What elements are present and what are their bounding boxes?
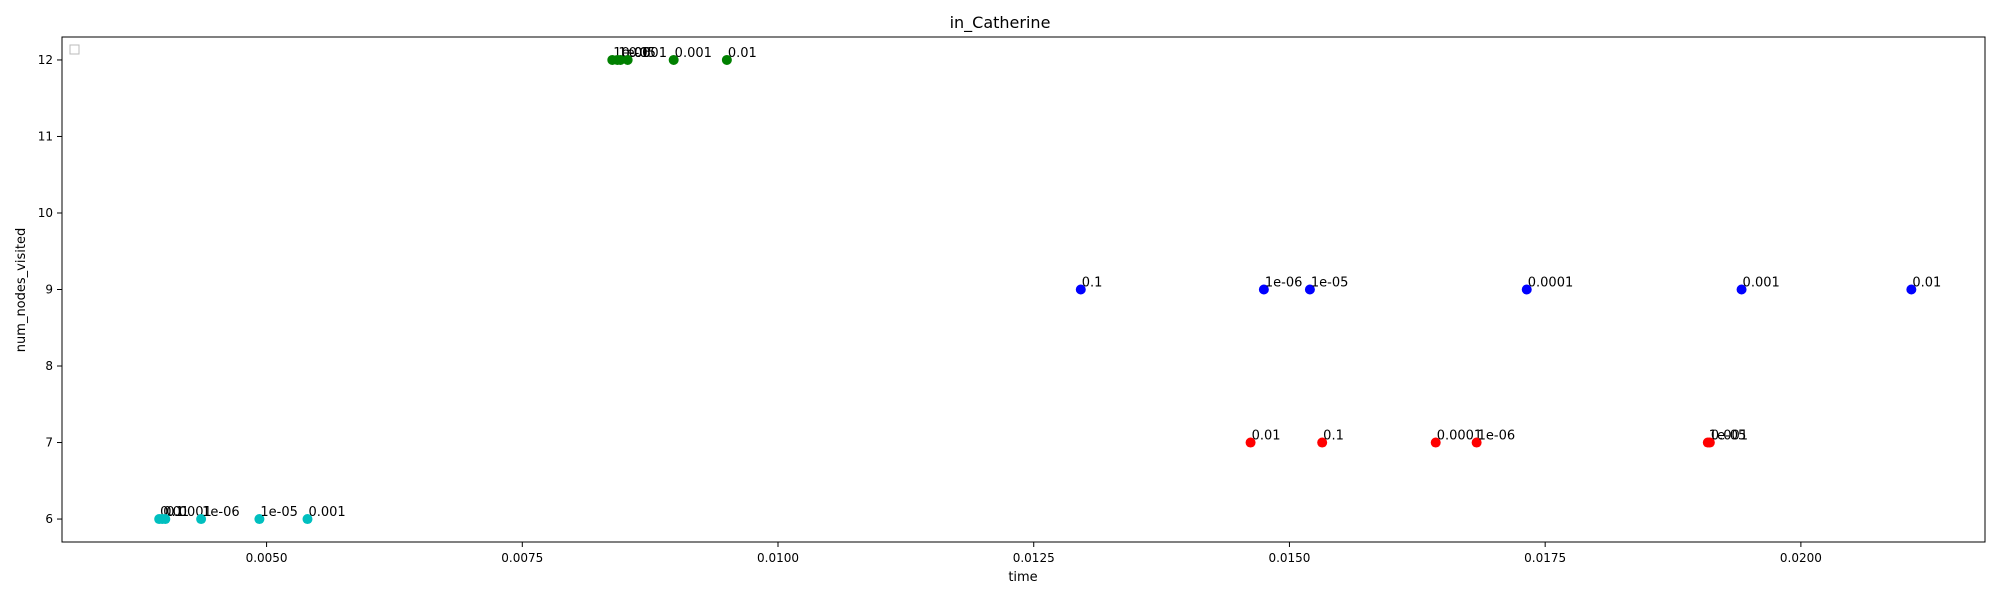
chart-title: in_Catherine — [950, 13, 1051, 33]
data-point — [1245, 437, 1256, 448]
data-point-label: 1e-06 — [202, 505, 240, 520]
y-tick-label: 9 — [45, 283, 53, 297]
x-tick-label: 0.0175 — [1524, 551, 1566, 565]
y-tick-label: 10 — [38, 206, 53, 220]
data-point-label: 0.01 — [728, 46, 757, 61]
data-point-label: 0.001 — [308, 505, 345, 520]
data-point — [1258, 284, 1269, 295]
data-point — [1430, 437, 1441, 448]
y-tick-label: 11 — [38, 129, 53, 143]
data-point — [668, 54, 679, 65]
x-tick-label: 0.0075 — [501, 551, 543, 565]
data-point — [1075, 284, 1086, 295]
data-point — [622, 54, 633, 65]
y-tick-label: 7 — [45, 436, 53, 450]
y-axis-label: num_nodes_visited — [14, 228, 29, 352]
data-point — [254, 514, 265, 525]
data-point — [1317, 437, 1328, 448]
x-tick-label: 0.0150 — [1268, 551, 1310, 565]
data-point-label: 0.0001 — [1437, 429, 1483, 444]
data-point — [1906, 284, 1917, 295]
data-point — [196, 514, 207, 525]
x-axis-label: time — [1008, 570, 1037, 585]
x-tick-label: 0.0100 — [757, 551, 799, 565]
y-tick-label: 8 — [45, 359, 53, 373]
data-point — [615, 54, 626, 65]
data-point — [1471, 437, 1482, 448]
y-axis-ticks: 6 7 8 9 10 11 12 — [38, 53, 62, 526]
data-point-label: 1e-05 — [1709, 429, 1747, 444]
y-tick-label: 12 — [38, 53, 53, 67]
data-point — [1521, 284, 1532, 295]
plot-frame — [61, 36, 1986, 543]
x-tick-label: 0.0125 — [1013, 551, 1055, 565]
data-point — [160, 514, 171, 525]
y-tick-label: 6 — [45, 512, 53, 526]
data-point — [721, 54, 732, 65]
data-point-label: 0.0001 — [1528, 276, 1574, 291]
data-point-label: 1e-06 — [1478, 429, 1516, 444]
data-point — [302, 514, 313, 525]
data-point-label: 0.1 — [1082, 276, 1103, 291]
data-point-label: 1e-05 — [260, 505, 298, 520]
data-point-label: 0.01 — [1912, 276, 1941, 291]
data-point — [1304, 284, 1315, 295]
data-point-label: 0.01 — [1252, 429, 1281, 444]
data-point-label: 0.1 — [629, 46, 650, 61]
data-point-label: 0.001 — [1743, 276, 1780, 291]
data-point-label: 0.0001 — [621, 46, 667, 61]
data-point — [1736, 284, 1747, 295]
data-point-label: 0.001 — [1711, 429, 1748, 444]
data-point — [1704, 437, 1715, 448]
x-tick-label: 0.0200 — [1780, 551, 1822, 565]
x-tick-label: 0.0050 — [246, 551, 288, 565]
data-point-label: 0.1 — [1323, 429, 1344, 444]
legend-box — [69, 44, 80, 55]
data-point-label: 1e-06 — [1265, 276, 1303, 291]
x-axis-ticks: 0.0050 0.0075 0.0100 0.0125 0.0150 0.0175 0.02… — [246, 542, 1822, 565]
data-point-label: 1e-05 — [1311, 276, 1349, 291]
data-point-label: 0.001 — [675, 46, 712, 61]
